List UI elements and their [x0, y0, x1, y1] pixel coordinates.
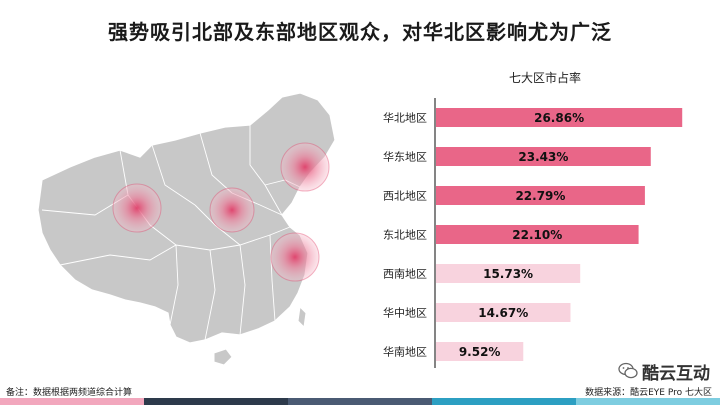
hotspot-east: [270, 232, 320, 282]
page-title: 强势吸引北部及东部地区观众，对华北区影响尤为广泛: [108, 20, 612, 44]
category-label: 华东地区: [383, 150, 427, 164]
china-map: [0, 85, 360, 375]
category-label: 东北地区: [383, 229, 427, 242]
market-share-chart: 七大区市占率 华北地区 26.86% 华东地区 23.43% 西北地区 22.79% 东北地…: [360, 60, 720, 380]
stripe-segment: [432, 398, 576, 405]
value-label: 23.43%: [518, 150, 568, 164]
bar: [436, 186, 645, 205]
category-label: 华南地区: [383, 345, 427, 359]
category-label: 华中地区: [383, 306, 427, 320]
footer-color-stripe: [0, 398, 720, 405]
value-label: 26.86%: [534, 111, 584, 125]
china-map-svg: [37, 92, 336, 366]
stripe-segment: [144, 398, 288, 405]
category-label: 西南地区: [383, 268, 427, 281]
watermark-text: 酷云互动: [642, 363, 710, 384]
value-label: 15.73%: [483, 267, 533, 281]
chart-title: 七大区市占率: [509, 70, 581, 85]
hainan-island: [213, 348, 233, 366]
hotspot-northeast: [280, 142, 330, 192]
bar: [436, 225, 639, 244]
category-label: 西北地区: [383, 190, 427, 203]
watermark-logo: 酷云互动: [618, 360, 710, 384]
bar: [436, 303, 571, 322]
taiwan-island: [297, 305, 307, 329]
category-label: 华北地区: [383, 111, 427, 125]
value-label: 22.79%: [515, 189, 565, 203]
stripe-segment: [0, 398, 144, 405]
hotspot-north: [209, 187, 255, 233]
footer-note: 备注：数据根据两频道综合计算: [6, 388, 133, 398]
china-mainland-shape: [37, 92, 336, 344]
bars-layer: 华北地区 26.86% 华东地区 23.43% 西北地区 22.79% 东北地区 22.10%…: [383, 108, 683, 361]
wechat-icon: [618, 362, 638, 379]
bar: [436, 342, 524, 361]
market-share-bar-chart: 七大区市占率 华北地区 26.86% 华东地区 23.43% 西北地区 22.79% 东北地…: [383, 70, 683, 368]
stripe-segment: [576, 398, 720, 405]
value-label: 22.10%: [512, 228, 562, 242]
value-label: 9.52%: [459, 345, 501, 359]
bar: [436, 264, 581, 283]
hotspot-northwest: [112, 183, 162, 233]
bar: [436, 147, 651, 166]
footer-source: 数据来源：酷云EYE Pro 七大区: [585, 388, 712, 398]
stripe-segment: [288, 398, 432, 405]
bar: [436, 108, 683, 127]
value-label: 14.67%: [478, 306, 528, 320]
